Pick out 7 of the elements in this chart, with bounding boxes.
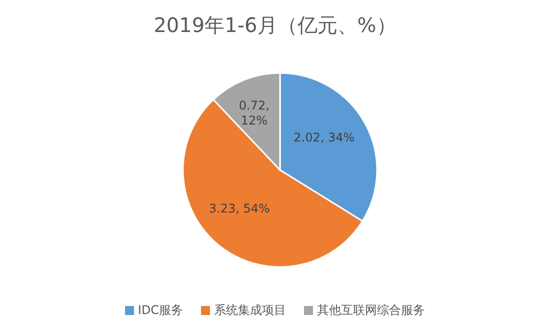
data-label: 2.02, 34% [294, 130, 355, 145]
data-label: 0.72, 12% [238, 98, 270, 128]
legend-label: 系统集成项目 [214, 302, 286, 319]
legend-label: IDC服务 [138, 302, 184, 319]
chart-title: 2019年1-6月（亿元、%） [152, 12, 398, 39]
legend-label: 其他互联网综合服务 [317, 302, 426, 319]
data-label: 3.23, 54% [208, 202, 270, 216]
